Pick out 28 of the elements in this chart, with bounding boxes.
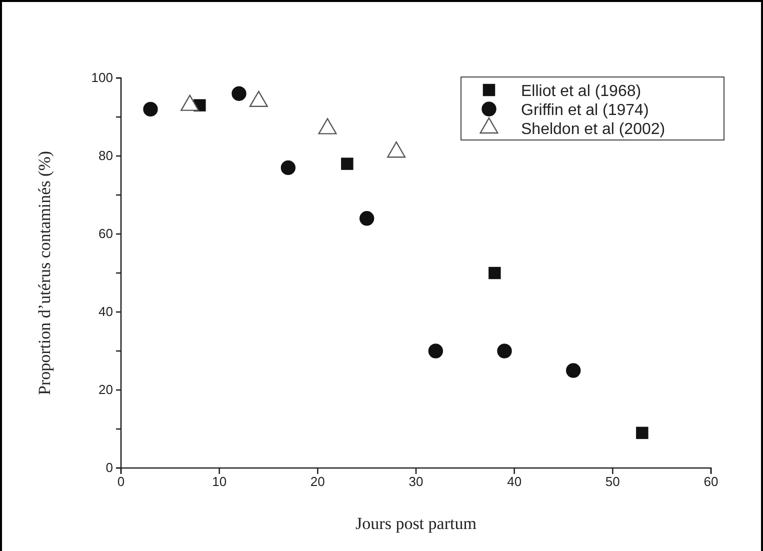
x-tick-label: 0 — [117, 474, 125, 490]
point — [341, 158, 354, 170]
point — [143, 102, 158, 117]
legend-label: Griffin et al (1974) — [521, 102, 649, 119]
point — [488, 266, 501, 280]
x-tick-label: 50 — [605, 474, 620, 490]
point — [428, 344, 444, 358]
y-tick-label: 20 — [98, 382, 113, 398]
point — [280, 160, 296, 176]
x-axis-title: Jours post partum — [356, 514, 476, 533]
point — [359, 211, 374, 226]
x-tick-label: 30 — [408, 474, 424, 490]
point — [636, 426, 648, 440]
y-tick-label: 40 — [98, 304, 113, 320]
point — [566, 363, 581, 378]
y-tick-label: 60 — [98, 226, 113, 242]
y-axis-title: Proportion d’utérus contaminés (%) — [35, 150, 54, 396]
x-tick-label: 60 — [704, 474, 718, 490]
x-tick-label: 40 — [507, 474, 522, 490]
y-tick-label: 0 — [106, 460, 113, 476]
x-tick-label: 20 — [310, 474, 325, 490]
y-tick-label: 100 — [91, 70, 113, 86]
x-tick-label: 10 — [212, 474, 227, 490]
point — [497, 344, 512, 358]
point — [232, 86, 246, 101]
y-tick-label: 80 — [98, 148, 113, 164]
legend-label: Sheldon et al (2002) — [521, 121, 666, 138]
legend-label: Elliot et al (1968) — [521, 83, 642, 100]
